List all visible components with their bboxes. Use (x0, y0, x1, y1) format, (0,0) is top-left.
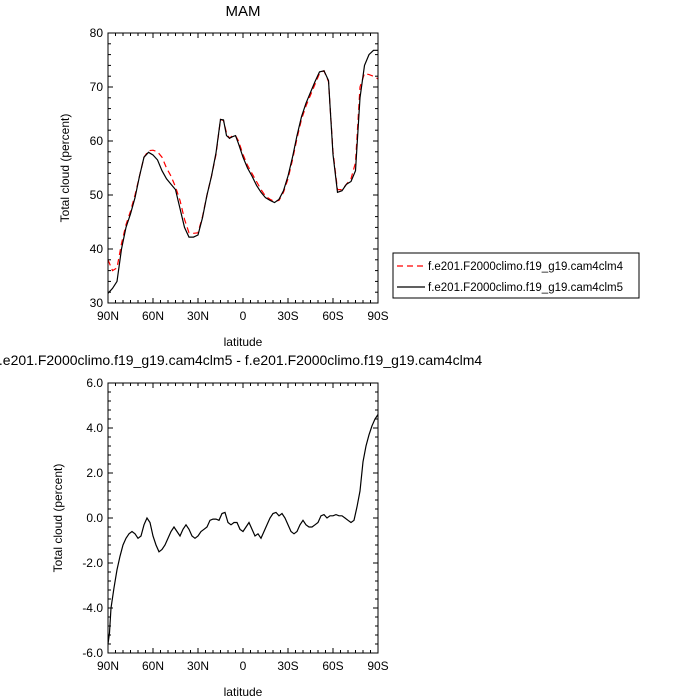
top-x-axis-label: latitude (224, 335, 263, 349)
top-plot-area: 90N 60N 30N 0 30S 60S 90S 30 40 50 60 70 80 (90, 26, 389, 323)
series-line-p1-s0 (107, 414, 379, 645)
x-tick-label-p0: 90N (97, 309, 119, 323)
plot-frame-p1 (107, 382, 379, 654)
y-tick-label-p0: 70 (90, 80, 104, 94)
y-tick-label-p0: 80 (90, 26, 104, 40)
top-chart-title: MAM (226, 3, 261, 20)
x-tick-label-p0: 30S (277, 309, 298, 323)
y-tick-label-p0: 60 (90, 134, 104, 148)
legend-label-clm4: f.e201.F2000climo.f19_g19.cam4clm4 (428, 261, 624, 273)
x-tick-label-p0: 30N (187, 309, 209, 323)
series-line-p0-s1 (107, 49, 378, 294)
bottom-plot-area: 90N 60N 30N 0 30S 60S 90S -6.0 -4.0 -2.0 0.0 2.0 4.0… (82, 376, 388, 673)
series-line-p0-s0 (107, 69, 379, 272)
y-tick-label-p1: -2.0 (82, 556, 103, 570)
y-tick-label-p1: 0.0 (86, 511, 103, 525)
top-panel: MAM 90N 60N 30N 0 30S 60S 90S 30 40 50 60 70 80 lati… (58, 3, 640, 349)
legend: f.e201.F2000climo.f19_g19.cam4clm4 f.e20… (392, 252, 640, 299)
x-tick-label-p1: 30S (277, 659, 298, 673)
x-tick-label-p0: 0 (240, 309, 247, 323)
x-tick-label-p0: 60S (322, 309, 343, 323)
legend-label-clm5: f.e201.F2000climo.f19_g19.cam4clm5 (428, 282, 623, 294)
x-tick-label-p0: 90S (367, 309, 388, 323)
y-tick-label-p0: 50 (90, 188, 104, 202)
y-tick-label-p0: 30 (90, 296, 104, 310)
x-tick-label-p1: 60S (322, 659, 343, 673)
y-tick-label-p1: 4.0 (86, 421, 103, 435)
bottom-chart-title: f.e201.F2000climo.f19_g19.cam4clm5 - f.e… (0, 352, 482, 368)
y-tick-label-p0: 40 (90, 242, 104, 256)
x-tick-label-p1: 90S (367, 659, 388, 673)
y-tick-label-p1: 6.0 (86, 376, 103, 390)
y-tick-label-p1: -6.0 (82, 646, 103, 660)
plot-frame-p0 (107, 32, 379, 304)
x-tick-label-p1: 30N (187, 659, 209, 673)
x-tick-label-p0: 60N (142, 309, 164, 323)
legend-box (392, 252, 640, 299)
bottom-x-axis-label: latitude (224, 685, 263, 699)
bottom-panel: f.e201.F2000climo.f19_g19.cam4clm5 - f.e… (0, 352, 482, 699)
y-tick-label-p1: -4.0 (82, 601, 103, 615)
y-tick-label-p1: 2.0 (86, 466, 103, 480)
top-y-axis-label: Total cloud (percent) (58, 114, 72, 223)
bottom-y-axis-label: Total cloud (percent) (51, 464, 65, 573)
x-tick-label-p1: 0 (240, 659, 247, 673)
x-tick-label-p1: 60N (142, 659, 164, 673)
x-tick-label-p1: 90N (97, 659, 119, 673)
